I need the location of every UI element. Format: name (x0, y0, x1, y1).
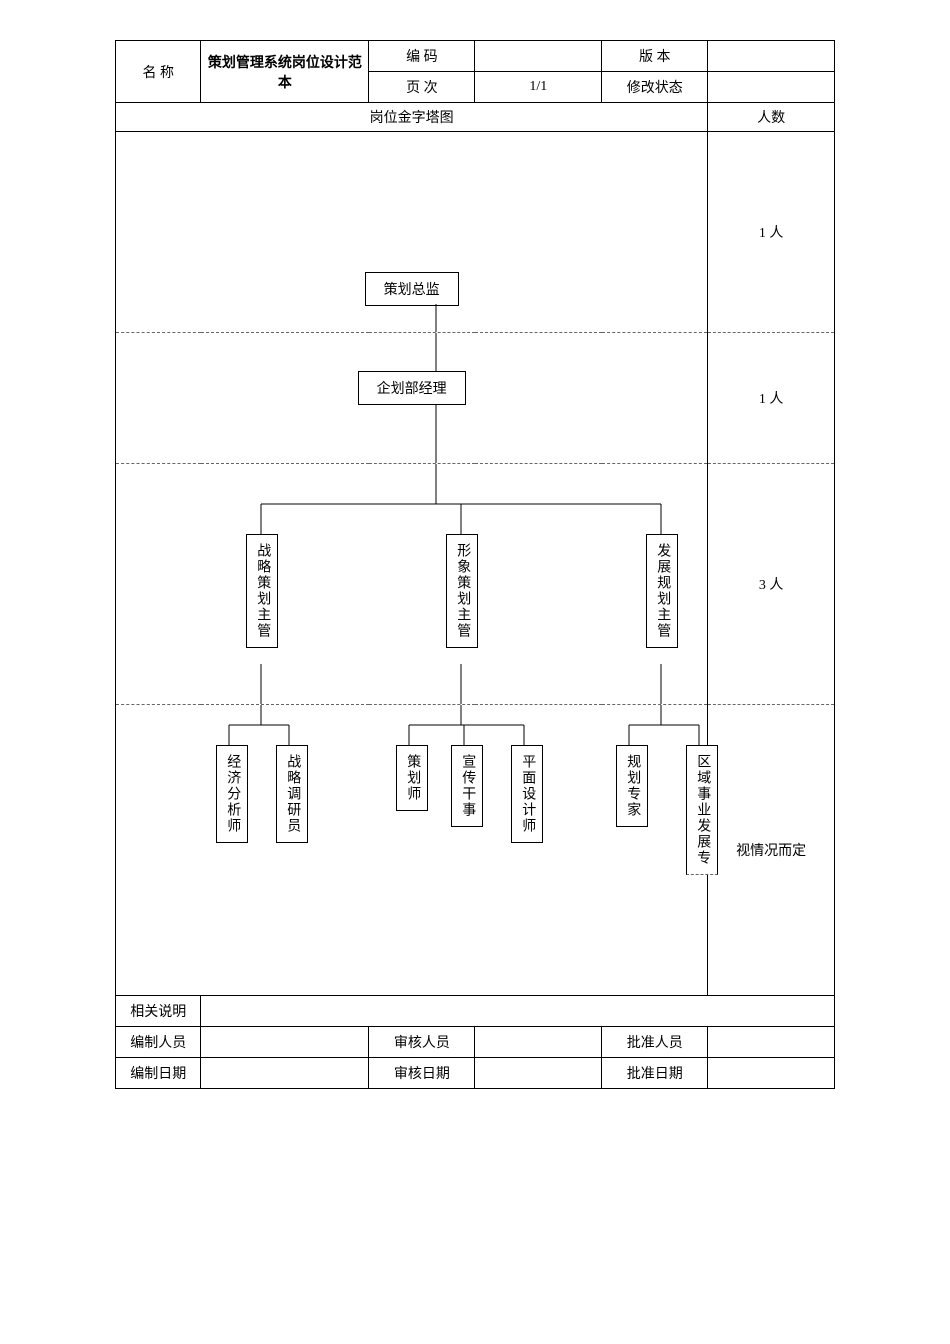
node-planner: 策划师 (396, 745, 428, 811)
notes-value (201, 996, 835, 1027)
node-manager: 企划部经理 (358, 371, 466, 405)
node-publicity: 宣传干事 (451, 745, 483, 827)
prep-date-value (201, 1058, 369, 1089)
level1-diagram: 策划总监 (116, 132, 707, 332)
node-strategy-researcher: 战略调研员 (276, 745, 308, 843)
node-econ-analyst: 经济分析师 (216, 745, 248, 843)
node-planning-expert: 规划专家 (616, 745, 648, 827)
node-graphic-designer: 平面设计师 (511, 745, 543, 843)
doc-title: 策划管理系统岗位设计范本 (201, 41, 369, 103)
approve-person-label: 批准人员 (602, 1027, 708, 1058)
page-value: 1/1 (475, 72, 602, 103)
review-date-value (475, 1058, 602, 1089)
connector-l1 (116, 132, 756, 332)
prep-date-label: 编制日期 (116, 1058, 201, 1089)
section-title: 岗位金字塔图 (116, 103, 708, 132)
level2-diagram: 企划部经理 (116, 333, 707, 463)
node-supervisor-strategy: 战略策划主管 (246, 534, 278, 648)
node-supervisor-image: 形象策划主管 (446, 534, 478, 648)
section-title-row: 岗位金字塔图 人数 (116, 103, 835, 132)
review-person-value (475, 1027, 602, 1058)
code-value (475, 41, 602, 72)
prep-person-value (201, 1027, 369, 1058)
level4-row: 经济分析师 战略调研员 策划师 宣传干事 平面设计师 规划专家 区域事业发展专 … (116, 705, 835, 996)
page-label: 页 次 (369, 72, 475, 103)
prep-person-label: 编制人员 (116, 1027, 201, 1058)
level3-row: 战略策划主管 形象策划主管 发展规划主管 3 人 (116, 464, 835, 705)
approve-date-value (708, 1058, 835, 1089)
notes-row: 相关说明 (116, 996, 835, 1027)
node-supervisor-dev: 发展规划主管 (646, 534, 678, 648)
page-root: 名 称 策划管理系统岗位设计范本 编 码 版 本 页 次 1/1 修改状态 岗位… (115, 40, 835, 1089)
signoff-row-1: 编制人员 审核人员 批准人员 (116, 1027, 835, 1058)
review-person-label: 审核人员 (369, 1027, 475, 1058)
level3-diagram: 战略策划主管 形象策划主管 发展规划主管 (116, 464, 707, 704)
approve-person-value (708, 1027, 835, 1058)
level2-row: 企划部经理 1 人 (116, 333, 835, 464)
notes-label: 相关说明 (116, 996, 201, 1027)
level1-row: 策划总监 1 人 (116, 132, 835, 333)
connector-l4 (116, 705, 756, 995)
status-value (708, 72, 835, 103)
doc-table: 名 称 策划管理系统岗位设计范本 编 码 版 本 页 次 1/1 修改状态 岗位… (115, 40, 835, 1089)
signoff-row-2: 编制日期 审核日期 批准日期 (116, 1058, 835, 1089)
code-label: 编 码 (369, 41, 475, 72)
count-col-header: 人数 (708, 103, 835, 132)
node-regional-dev: 区域事业发展专 (686, 745, 718, 875)
name-label: 名 称 (116, 41, 201, 103)
level4-diagram: 经济分析师 战略调研员 策划师 宣传干事 平面设计师 规划专家 区域事业发展专 (116, 705, 707, 995)
version-value (708, 41, 835, 72)
status-label: 修改状态 (602, 72, 708, 103)
header-row-1: 名 称 策划管理系统岗位设计范本 编 码 版 本 (116, 41, 835, 72)
version-label: 版 本 (602, 41, 708, 72)
approve-date-label: 批准日期 (602, 1058, 708, 1089)
review-date-label: 审核日期 (369, 1058, 475, 1089)
